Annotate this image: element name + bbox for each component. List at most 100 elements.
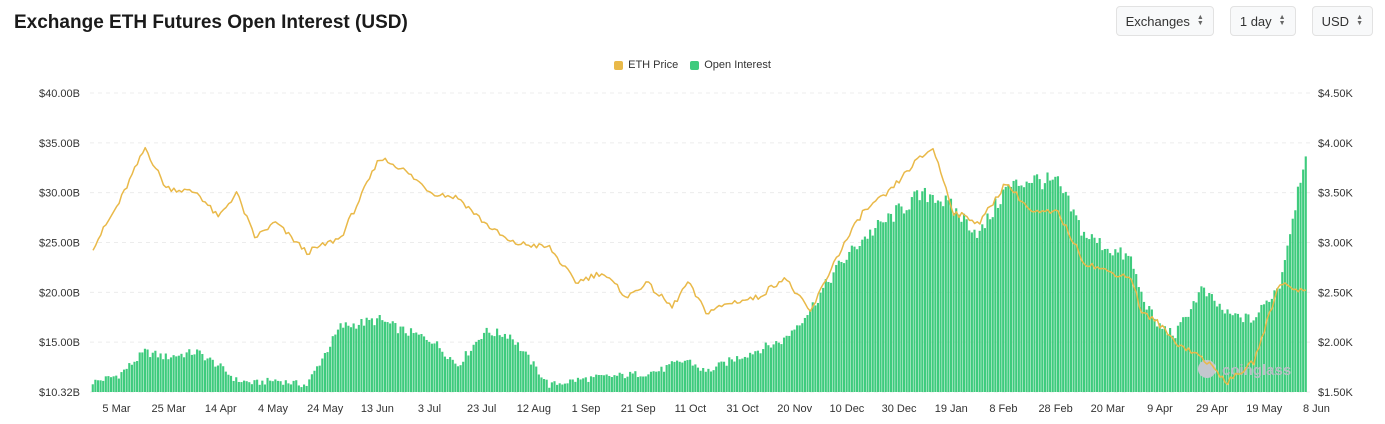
oi-bar — [462, 361, 465, 392]
oi-bar — [227, 374, 230, 392]
oi-bar — [383, 321, 386, 392]
oi-bar — [775, 341, 778, 392]
oi-bar — [120, 372, 123, 392]
oi-bar — [302, 384, 306, 392]
oi-bar — [788, 335, 791, 392]
legend-item-open-interest[interactable]: Open Interest — [690, 59, 771, 71]
oi-bar — [1192, 301, 1195, 392]
oi-bar — [1114, 249, 1117, 392]
y-left-tick-label: $20.00B — [39, 287, 80, 299]
x-tick-label: 14 Apr — [205, 403, 237, 415]
oi-bar — [835, 265, 838, 392]
oi-bar — [321, 358, 324, 392]
oi-bar — [386, 322, 389, 392]
oi-bar — [582, 378, 585, 392]
x-tick-label: 28 Feb — [1038, 403, 1072, 415]
oi-bar — [947, 200, 950, 392]
oi-bar — [874, 228, 877, 392]
legend-label-oi: Open Interest — [704, 59, 771, 71]
oi-bar — [355, 328, 358, 392]
oi-bar — [1028, 182, 1031, 392]
oi-bar — [339, 323, 342, 392]
oi-bar — [430, 343, 433, 392]
oi-bar — [743, 356, 746, 392]
oi-bar — [676, 360, 679, 392]
oi-bar — [811, 302, 814, 392]
oi-bar — [978, 230, 981, 392]
oi-bar — [856, 249, 859, 392]
oi-bar — [1009, 186, 1013, 392]
oi-bar — [1304, 156, 1307, 392]
oi-bar — [712, 370, 715, 392]
oi-bar — [1294, 210, 1297, 392]
oi-bar — [991, 217, 994, 392]
oi-bar — [1064, 191, 1067, 392]
oi-bar — [1166, 334, 1169, 392]
oi-bar — [916, 190, 919, 392]
oi-bar — [1041, 189, 1044, 392]
oi-bar — [884, 222, 887, 392]
oi-bar — [109, 377, 113, 392]
oi-bar — [1103, 248, 1106, 392]
oi-bar — [402, 326, 405, 392]
oi-bar — [1119, 247, 1122, 392]
oi-bar — [814, 305, 817, 392]
oi-bar — [832, 272, 835, 392]
oi-bar — [469, 350, 473, 392]
oi-bar — [485, 327, 488, 392]
oi-bar — [762, 349, 765, 392]
oi-bar — [428, 341, 431, 392]
oi-bar — [295, 380, 298, 392]
y-right-tick-label: $2.00K — [1318, 337, 1354, 349]
currency-select-label: USD — [1321, 13, 1350, 29]
oi-bar — [347, 325, 350, 392]
oi-bar — [934, 202, 937, 392]
legend-item-eth-price[interactable]: ETH Price — [614, 59, 678, 71]
chart-controls: Exchanges ▲ ▼ 1 day ▲ ▼ USD ▲ ▼ — [1115, 6, 1373, 36]
oi-bar — [561, 384, 564, 392]
oi-bar — [436, 341, 439, 392]
oi-bar — [378, 315, 381, 392]
y-left-tick-label: $25.00B — [39, 238, 80, 250]
oi-bar — [600, 374, 603, 392]
oi-bar — [1101, 250, 1104, 392]
interval-select[interactable]: 1 day ▲ ▼ — [1229, 6, 1296, 36]
oi-bar — [1030, 182, 1033, 392]
oi-bar — [284, 380, 287, 392]
oi-bar — [574, 381, 577, 392]
oi-bar — [837, 260, 840, 392]
oi-bar — [858, 246, 861, 392]
oi-bar — [767, 345, 770, 392]
oi-bar — [952, 212, 955, 392]
oi-bar — [782, 337, 786, 392]
oi-bar — [720, 361, 723, 392]
oi-bar — [1197, 292, 1200, 392]
oi-bar — [1182, 317, 1185, 392]
oi-bar — [503, 333, 506, 392]
oi-bar — [193, 354, 196, 392]
oi-bar — [498, 335, 501, 392]
oi-bar — [269, 380, 272, 392]
oi-bar — [1038, 179, 1041, 392]
currency-select[interactable]: USD ▲ ▼ — [1311, 6, 1373, 36]
oi-bar — [707, 368, 710, 392]
oi-bar — [305, 385, 308, 392]
oi-bar — [373, 325, 376, 392]
oi-bar — [1239, 317, 1242, 392]
oi-bar — [128, 363, 131, 392]
oi-bar — [999, 204, 1002, 392]
oi-bar — [1296, 186, 1300, 392]
exchanges-select[interactable]: Exchanges ▲ ▼ — [1115, 6, 1214, 36]
oi-bar — [853, 246, 856, 392]
oi-bar — [169, 357, 173, 392]
oi-bar — [211, 359, 214, 392]
oi-bar — [902, 213, 906, 392]
oi-bar — [796, 325, 799, 392]
oi-bar — [496, 328, 499, 392]
oi-bar — [908, 209, 911, 392]
oi-bar — [759, 353, 762, 392]
oi-bar — [352, 323, 355, 392]
oi-bar — [1210, 294, 1213, 392]
oi-bar — [308, 379, 311, 392]
oi-bar — [1067, 195, 1070, 392]
